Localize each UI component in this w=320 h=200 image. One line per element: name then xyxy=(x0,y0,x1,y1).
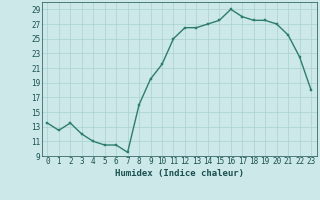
X-axis label: Humidex (Indice chaleur): Humidex (Indice chaleur) xyxy=(115,169,244,178)
